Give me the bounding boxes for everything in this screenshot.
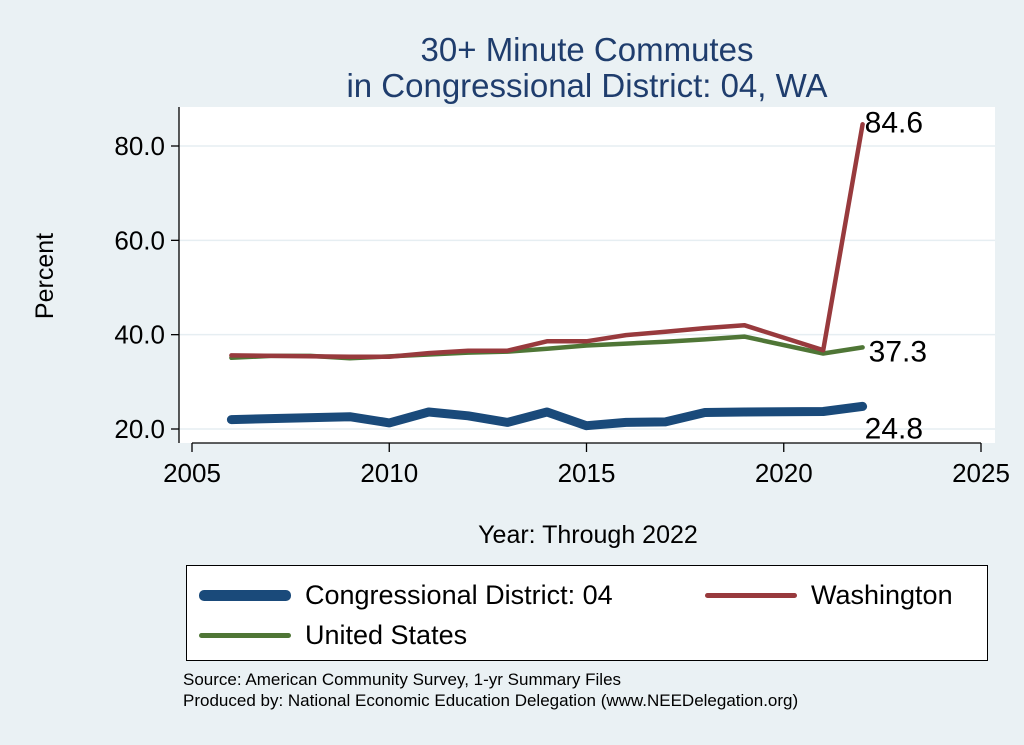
legend-label-district: Congressional District: 04 — [305, 580, 613, 610]
producer-note: Produced by: National Economic Education… — [183, 691, 799, 710]
source-note: Source: American Community Survey, 1-yr … — [183, 670, 622, 689]
chart-canvas: 20.0 40.0 60.0 80.0 2005 2010 2015 2020 2025 24.… — [31, 106, 1010, 549]
x-tick-label: 2015 — [558, 458, 616, 488]
legend-label-united-states: United States — [305, 620, 468, 650]
legend-swatch-united-states — [199, 633, 291, 638]
y-tick-label: 60.0 — [114, 225, 165, 255]
x-axis-title: Year: Through 2022 — [478, 521, 698, 549]
series-line-1 — [229, 122, 865, 360]
end-value-label-0: 24.8 — [865, 412, 923, 445]
y-tick-label: 20.0 — [114, 414, 165, 444]
y-tick-label: 80.0 — [114, 131, 165, 161]
legend-item-washington: Washington — [705, 580, 953, 611]
x-tick-label: 2020 — [755, 458, 813, 488]
legend-swatch-district — [199, 590, 291, 601]
x-tick-label: 2025 — [952, 458, 1010, 488]
legend-item-united-states: United States — [199, 620, 467, 651]
end-value-label-1: 84.6 — [865, 106, 923, 139]
chart-title-line-1: 30+ Minute Commutes — [420, 31, 754, 68]
x-tick-label: 2010 — [360, 458, 418, 488]
x-tick-label: 2005 — [163, 458, 221, 488]
y-axis-title: Percent — [31, 233, 59, 319]
axes: 20.0 40.0 60.0 80.0 2005 2010 2015 2020 2025 — [114, 107, 1010, 488]
end-value-label-2: 37.3 — [869, 335, 927, 368]
legend-item-district: Congressional District: 04 — [199, 580, 613, 611]
legend: Congressional District: 04 Washington Un… — [186, 565, 988, 661]
end-labels: 24.8 84.6 37.3 — [865, 106, 927, 445]
series-lines — [226, 122, 868, 431]
legend-label-washington: Washington — [811, 580, 953, 610]
legend-swatch-washington — [705, 593, 797, 598]
chart-title-line-2: in Congressional District: 04, WA — [346, 67, 828, 104]
plot-area — [179, 107, 995, 443]
series-line-0 — [226, 401, 868, 431]
y-tick-label: 40.0 — [114, 320, 165, 350]
